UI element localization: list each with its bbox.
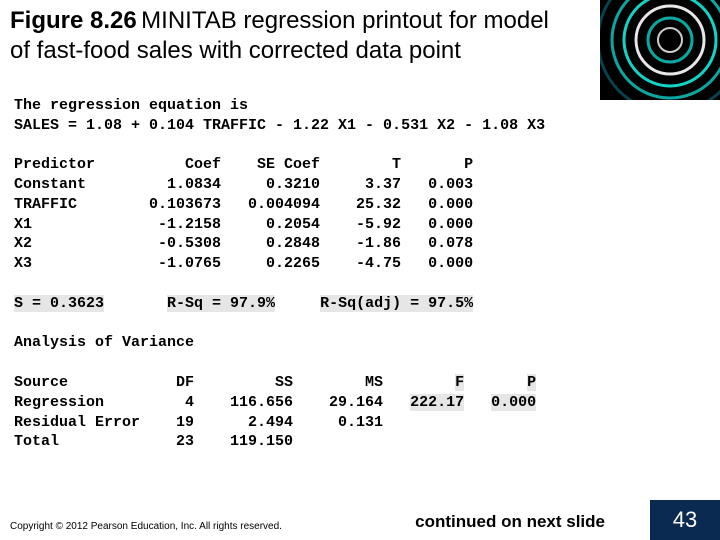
copyright-text: Copyright © 2012 Pearson Education, Inc.… bbox=[10, 521, 282, 532]
page-number: 43 bbox=[650, 500, 720, 540]
minitab-output: The regression equation is SALES = 1.08 … bbox=[0, 70, 720, 452]
summary-rsq: R-Sq = 97.9% bbox=[167, 295, 275, 312]
coef-row-x2: X2 -0.5308 0.2848 -1.86 0.078 bbox=[14, 235, 473, 252]
anova-title: Analysis of Variance bbox=[14, 334, 194, 351]
figure-heading: Figure 8.26 MINITAB regression printout … bbox=[0, 0, 560, 70]
summary-s: S = 0.3623 bbox=[14, 295, 104, 312]
corner-decoration bbox=[600, 0, 720, 100]
summary-line: S = 0.3623 R-Sq = 97.9% R-Sq(adj) = 97.5… bbox=[14, 295, 473, 312]
coef-row-x3: X3 -1.0765 0.2265 -4.75 0.000 bbox=[14, 255, 473, 272]
coef-row-traffic: TRAFFIC 0.103673 0.004094 25.32 0.000 bbox=[14, 196, 473, 213]
equation-line2: SALES = 1.08 + 0.104 TRAFFIC - 1.22 X1 -… bbox=[14, 117, 545, 134]
anova-row-total: Total 23 119.150 bbox=[14, 433, 293, 450]
continued-text: continued on next slide bbox=[415, 512, 605, 532]
coef-header: Predictor Coef SE Coef T P bbox=[14, 156, 473, 173]
summary-rsqadj: R-Sq(adj) = 97.5% bbox=[320, 295, 473, 312]
equation-line1: The regression equation is bbox=[14, 97, 248, 114]
anova-row-residual: Residual Error 19 2.494 0.131 bbox=[14, 414, 383, 431]
page-number-value: 43 bbox=[673, 507, 697, 533]
coef-row-constant: Constant 1.0834 0.3210 3.37 0.003 bbox=[14, 176, 473, 193]
footer: Copyright © 2012 Pearson Education, Inc.… bbox=[10, 521, 720, 532]
anova-header: Source DF SS MS F P bbox=[14, 374, 536, 391]
figure-label: Figure 8.26 bbox=[10, 7, 137, 34]
anova-row-regression: Regression 4 116.656 29.164 222.17 0.000 bbox=[14, 394, 536, 411]
coef-row-x1: X1 -1.2158 0.2054 -5.92 0.000 bbox=[14, 216, 473, 233]
